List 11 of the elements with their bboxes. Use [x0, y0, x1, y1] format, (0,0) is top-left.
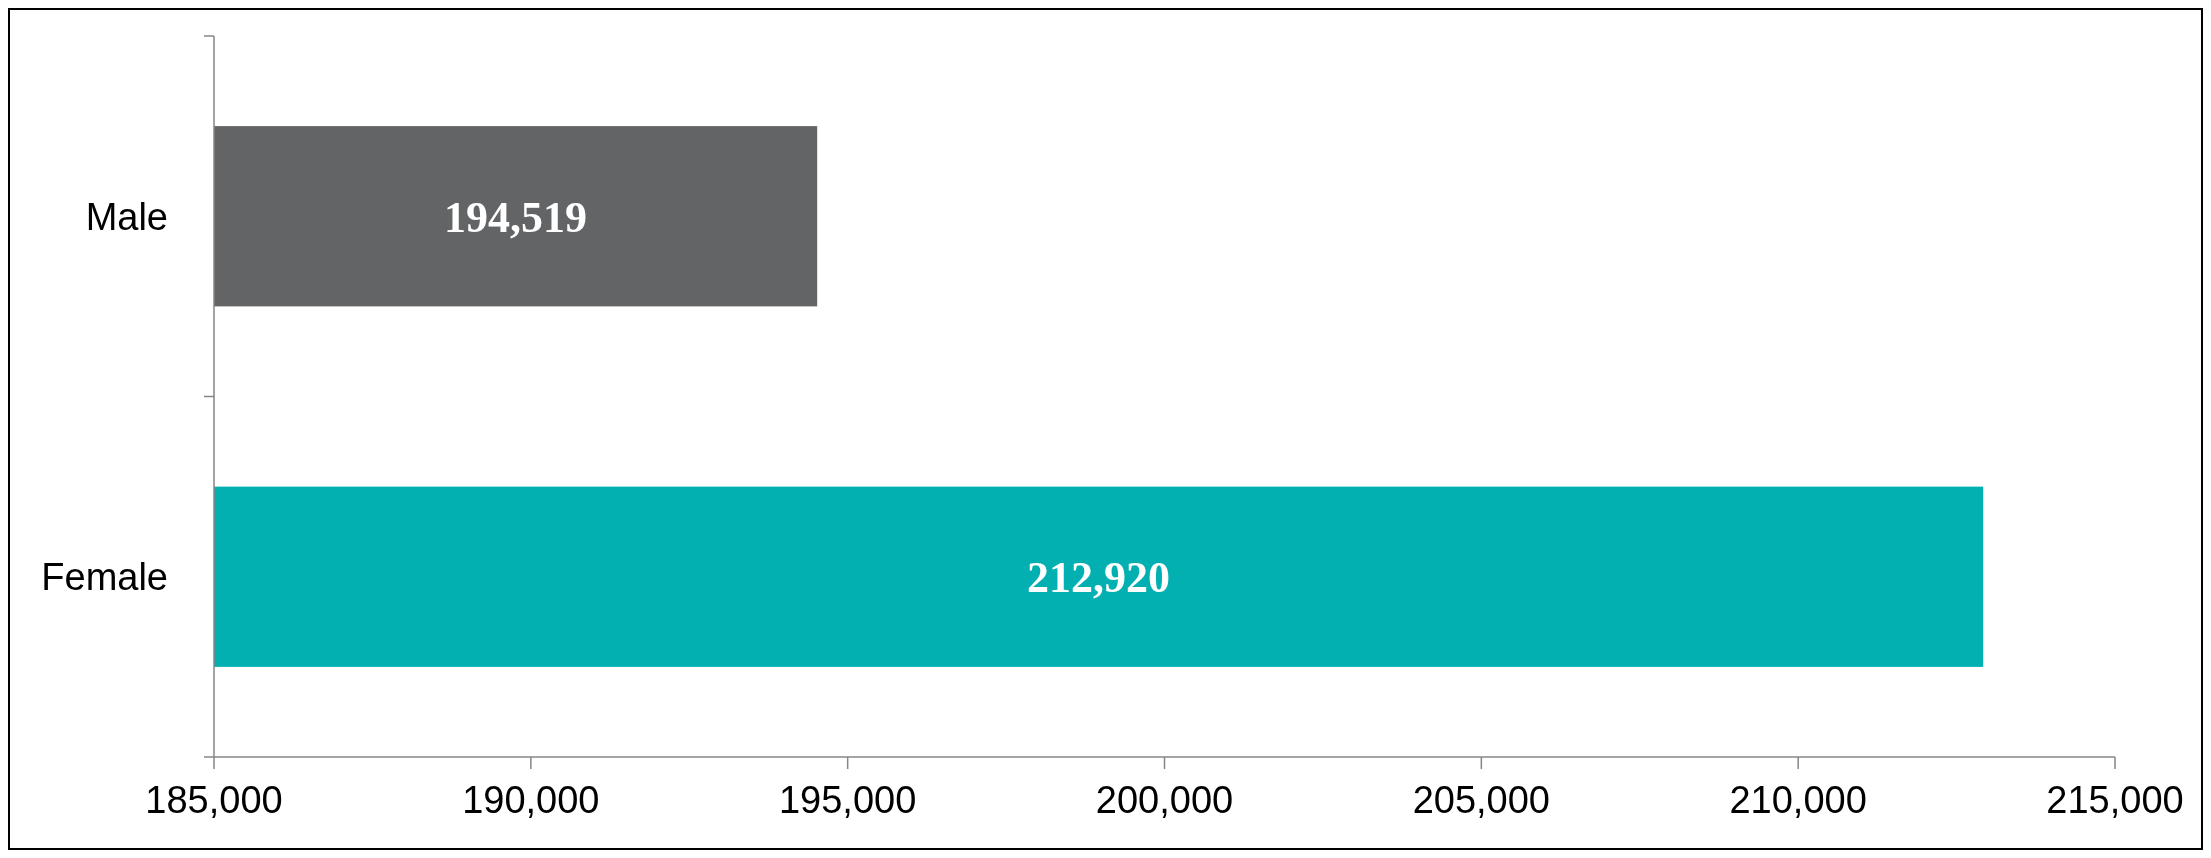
y-tick-label: Male [85, 195, 168, 238]
x-tick-label: 205,000 [1412, 779, 1551, 821]
x-tick-label: 190,000 [462, 779, 600, 821]
x-tick-label: 210,000 [1729, 779, 1867, 821]
x-tick-label: 215,000 [2046, 779, 2184, 821]
y-tick-label: Female [41, 556, 168, 599]
x-tick-label: 185,000 [145, 779, 283, 821]
data-label: 194,519 [444, 192, 588, 242]
data-label: 212,920 [1027, 553, 1171, 603]
x-tick-label: 200,000 [1095, 779, 1234, 821]
x-tick-label: 195,000 [778, 779, 917, 821]
